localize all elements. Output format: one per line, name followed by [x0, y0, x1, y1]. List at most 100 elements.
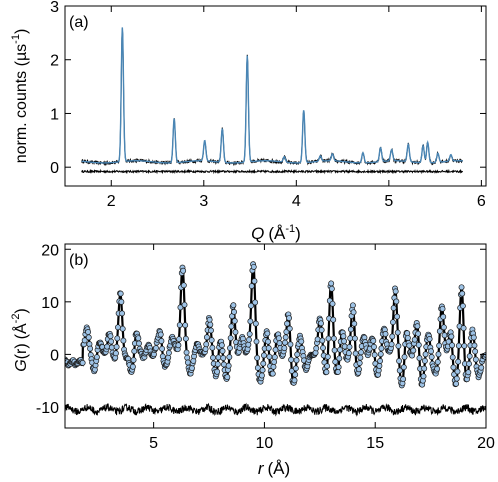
- panel-b-observed-point: [449, 342, 455, 349]
- panel-b-observed-point: [113, 343, 120, 350]
- panel-b-observed-point: [466, 360, 472, 367]
- panel-b-observed-point: [377, 357, 384, 364]
- panel-b-observed-point: [79, 359, 86, 366]
- panel-b-observed-point: [93, 354, 100, 361]
- panel-b-observed-point: [165, 349, 172, 356]
- panel-b-observed-point: [129, 363, 136, 370]
- panel-b-observed-point: [158, 338, 165, 344]
- panel-b-observed-point: [392, 288, 399, 295]
- panel-a-x-tick-label: 6: [477, 193, 486, 210]
- panel-b-observed-point: [416, 355, 423, 362]
- panel-b-observed-point: [400, 376, 407, 383]
- panel-b-observed-point: [323, 369, 330, 376]
- panel-b-observed-point: [180, 267, 187, 274]
- panel-b-observed-point: [203, 334, 210, 341]
- panel-b-observed-point: [448, 333, 455, 340]
- panel-b-x-axis-unit: (Å): [268, 459, 291, 478]
- panel-b-observed-point: [345, 350, 352, 357]
- panel-b-observed-point: [349, 302, 356, 309]
- panel-b-observed-point: [335, 364, 342, 371]
- panel-b-observed-point: [445, 338, 452, 345]
- panel-b-observed-point: [371, 343, 377, 350]
- panel-b-observed-point: [404, 335, 411, 341]
- panel-b-observed-point: [81, 337, 88, 344]
- panel-b-observed-point: [472, 356, 479, 363]
- panel-b-observed-point: [270, 363, 277, 370]
- panel-b-observed-point: [284, 320, 290, 327]
- panel-b-observed-point: [182, 322, 189, 329]
- panel-b-observed-point: [176, 336, 183, 343]
- panel-b-observed-point: [335, 369, 341, 375]
- panel-b-y-axis-title: G(r) (Å-2): [10, 308, 30, 372]
- panel-b-observed-point: [254, 364, 261, 371]
- panel-b-y-tick-label: -10: [36, 400, 59, 417]
- panel-b-observed-point: [227, 345, 233, 351]
- panel-b-observed-point: [471, 342, 478, 349]
- panel-b-y-tick-label: 20: [41, 242, 59, 259]
- panel-b-observed-point: [436, 328, 443, 335]
- panel-b-x-tick-label: 10: [256, 435, 274, 452]
- panel-b-difference-line: [65, 402, 486, 417]
- panel-a-observed-line: [81, 28, 464, 167]
- panel-b-observed-point: [370, 337, 377, 344]
- panel-a-frame: [64, 5, 487, 187]
- panel-b-observed-point: [454, 368, 461, 375]
- panel-b-observed-point: [441, 332, 448, 339]
- panel-b-observed-point: [298, 338, 305, 345]
- panel-b-observed-point: [376, 362, 383, 369]
- panel-b-observed-point: [220, 355, 227, 361]
- panel-b-observed-point: [436, 342, 443, 349]
- panel-b-observed-point: [358, 349, 365, 356]
- panel-b-observed-point: [388, 341, 395, 348]
- panel-b-observed-point: [247, 318, 254, 325]
- panel-b-observed-point: [252, 299, 259, 306]
- panel-a-ticks: 2 3 4 5 6 0 1 2 3: [50, 0, 486, 210]
- panel-b-observed-point: [395, 343, 402, 349]
- panel-b-observed-point: [291, 377, 298, 384]
- panel-b-observed-point: [292, 365, 299, 372]
- panel-b-observed-point: [440, 313, 447, 320]
- panel-b-observed-point: [85, 329, 92, 335]
- panel-b-observed-point: [337, 346, 343, 353]
- panel-a-data: [81, 27, 464, 175]
- panel-a-x-tick-label: 5: [384, 193, 393, 210]
- panel-b-y-axis-r: (r): [13, 343, 30, 359]
- panel-b-observed-point: [459, 290, 466, 297]
- panel-b-observed-point: [371, 351, 378, 358]
- panel-b-observed-point: [351, 320, 358, 327]
- panel-b-observed-point: [275, 335, 282, 342]
- panel-b-observed-point: [251, 278, 258, 285]
- panel-b-observed-point: [414, 323, 421, 330]
- panel-b: 5 10 15 20 -10 0 10 20 (b) r (Å) G(r) (Å-2): [10, 242, 495, 478]
- panel-b-observed-point: [331, 347, 338, 354]
- panel-b-observed-point: [292, 371, 299, 378]
- panel-b-observed-point: [346, 344, 353, 350]
- panel-b-observed-point: [465, 369, 472, 376]
- panel-b-observed-point: [228, 323, 235, 330]
- panel-b-observed-point: [435, 351, 442, 358]
- panel-a-x-tick-label: 3: [199, 193, 208, 210]
- panel-b-observed-point: [246, 331, 253, 337]
- panel-b-observed-point: [332, 358, 339, 365]
- panel-b-observed-point: [159, 345, 166, 352]
- panel-b-observed-point: [207, 321, 214, 328]
- panel-b-observed-point: [231, 318, 238, 324]
- panel-b-observed-point: [426, 336, 433, 342]
- panel-b-observed-point: [314, 336, 321, 343]
- panel-b-observed-point: [254, 354, 261, 361]
- panel-b-observed-point: [421, 357, 428, 364]
- panel-b-observed-point: [282, 339, 288, 346]
- panel-b-observed-point: [393, 298, 400, 305]
- panel-b-observed-point: [177, 304, 184, 311]
- panel-b-observed-point: [320, 344, 326, 351]
- panel-b-observed-point: [410, 347, 417, 354]
- panel-b-observed-point: [258, 372, 265, 379]
- panel-b-observed-point: [396, 367, 403, 374]
- panel-b-observed-point: [478, 364, 485, 371]
- panel-b-observed-point: [329, 300, 336, 307]
- panel-b-observed-point: [136, 340, 142, 347]
- panel-b-observed-point: [357, 354, 364, 361]
- panel-b-y-axis-unit-close: ): [13, 308, 30, 313]
- panel-b-observed-point: [458, 284, 465, 291]
- panel-b-observed-point: [119, 325, 126, 332]
